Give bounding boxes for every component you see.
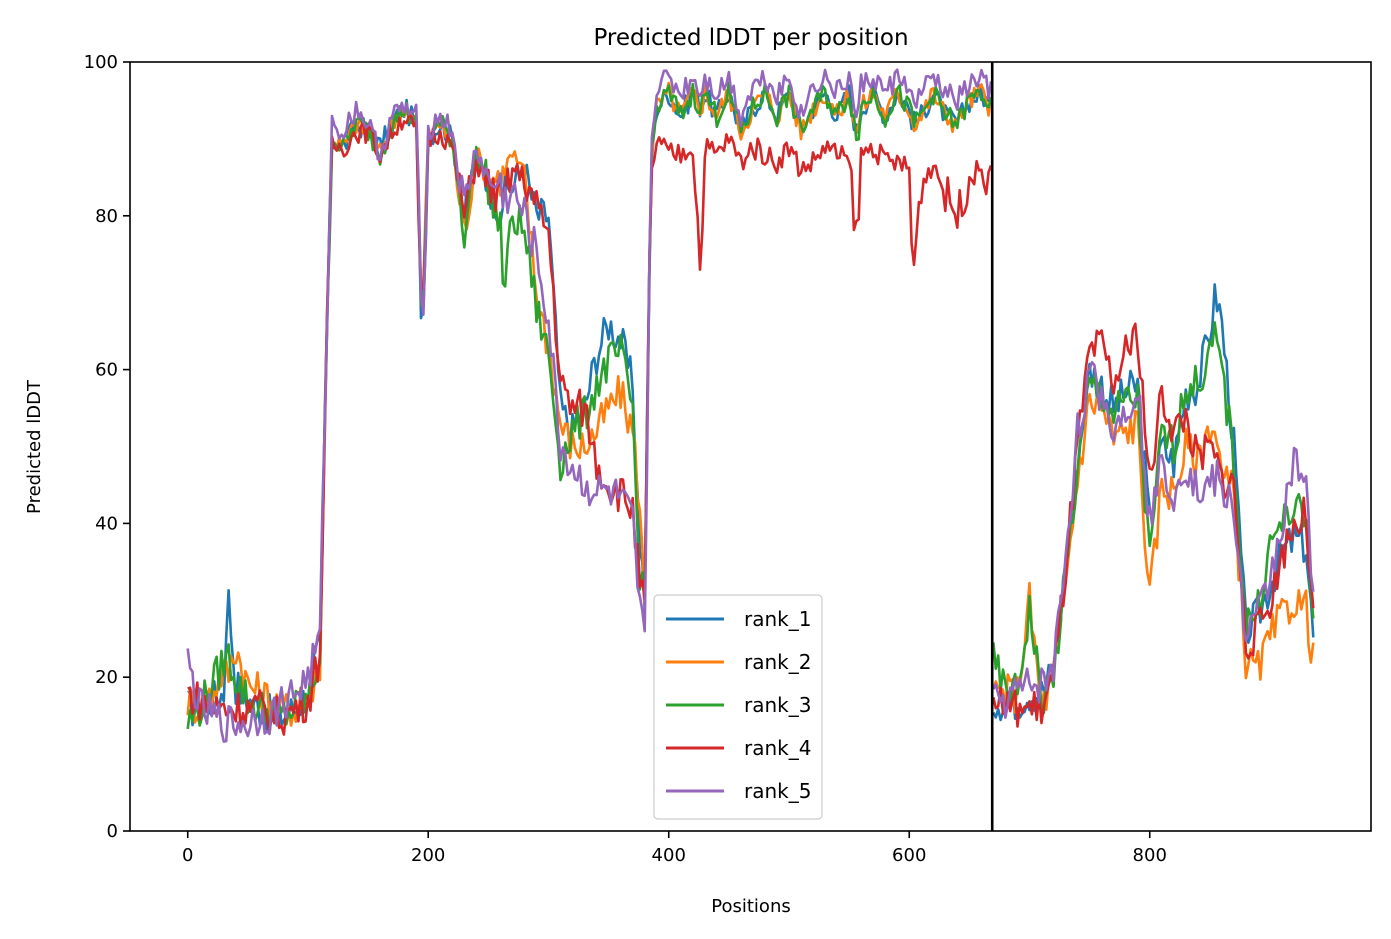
legend-label-rank_2: rank_2: [744, 650, 811, 674]
legend: rank_1 rank_2 rank_3 rank_4 rank_5: [653, 594, 823, 820]
legend-box: [653, 594, 823, 820]
y-tick-label: 40: [95, 513, 118, 534]
y-axis-label: Predicted lDDT: [24, 379, 45, 514]
x-axis-label: Positions: [711, 896, 790, 917]
legend-label-rank_1: rank_1: [744, 607, 811, 631]
series-line-rank_5-chain-1: [186, 68, 993, 743]
x-tick-label: 800: [1133, 845, 1167, 866]
chart-title: Predicted lDDT per position: [593, 25, 908, 51]
x-tick-label: 0: [182, 845, 193, 866]
y-tick-label: 100: [84, 52, 118, 73]
legend-label-rank_5: rank_5: [744, 779, 811, 803]
series-line-rank_4-chain-2: [992, 322, 1315, 728]
axes-frame: [129, 61, 1372, 832]
x-tick-label: 200: [411, 845, 445, 866]
y-tick-label: 60: [95, 360, 118, 381]
series-line-rank_5-chain-2: [992, 360, 1315, 719]
axes: 0 200 400 600 800 0 20 40 60 80 100: [84, 52, 1372, 866]
y-tick-label: 0: [107, 821, 118, 842]
x-tick-label: 400: [652, 845, 686, 866]
x-tick-label: 600: [892, 845, 926, 866]
plot-area: [186, 62, 1315, 831]
y-tick-label: 80: [95, 206, 118, 227]
legend-label-rank_3: rank_3: [744, 693, 811, 717]
legend-label-rank_4: rank_4: [744, 736, 811, 760]
y-tick-label: 20: [95, 667, 118, 688]
series-line-rank_2-chain-2: [992, 392, 1315, 714]
